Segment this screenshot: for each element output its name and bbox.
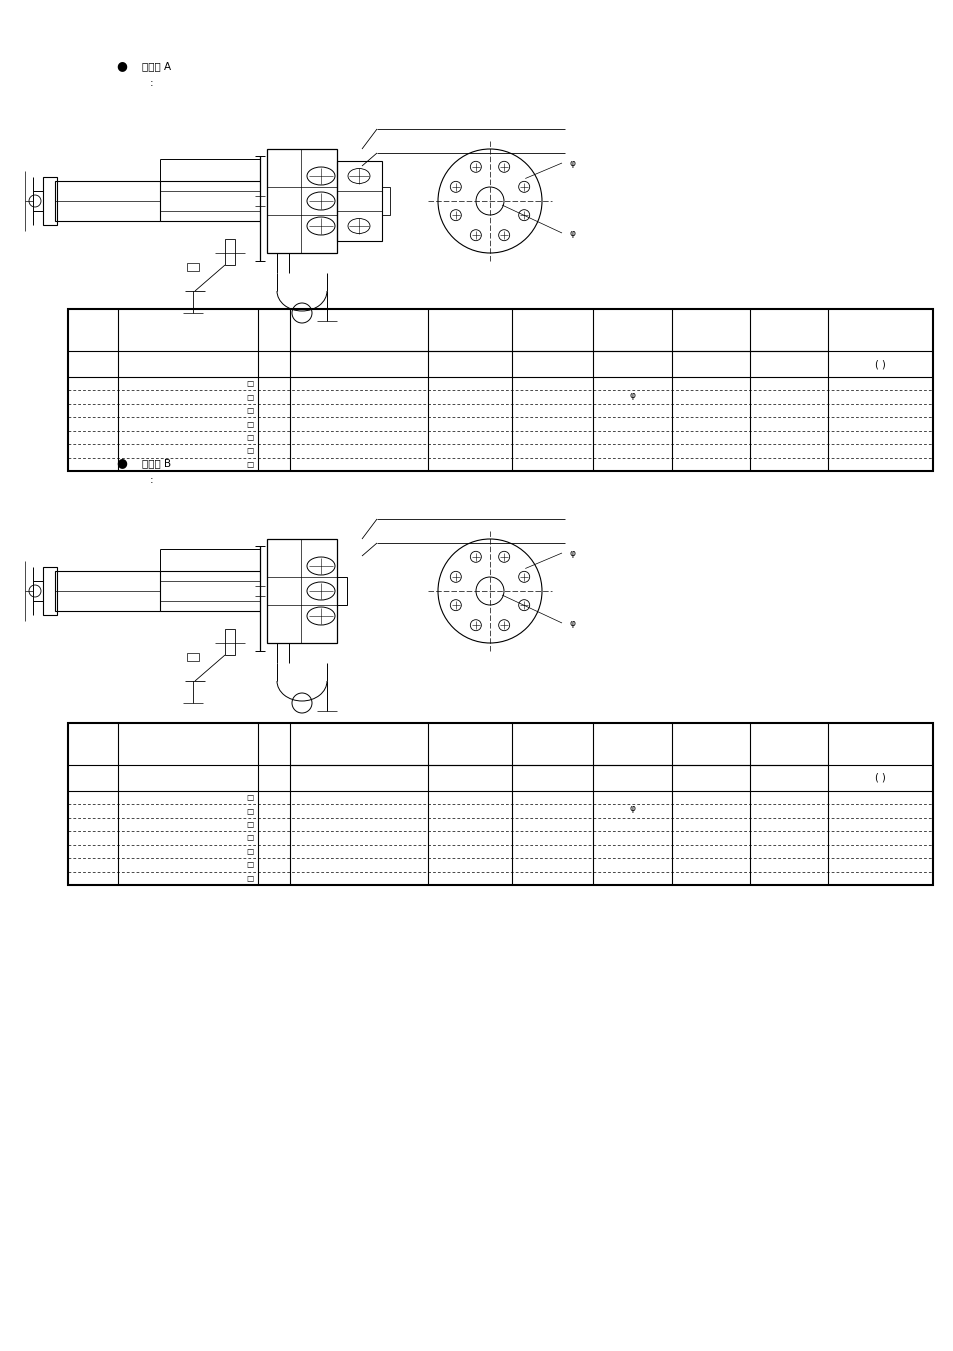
Text: 型式一 A: 型式一 A [142,61,171,72]
Text: ( ): ( ) [874,359,885,369]
Text: □: □ [246,407,253,415]
Text: □: □ [246,793,253,802]
Bar [43,567,57,615]
Bar [187,653,199,661]
Text: φ: φ [569,549,576,558]
Text: □: □ [246,420,253,428]
Text: □: □ [246,847,253,857]
Text: :: : [150,476,153,485]
Text: □: □ [246,861,253,869]
Text: □: □ [246,446,253,455]
Bar [267,149,336,253]
Text: □: □ [246,820,253,830]
Text: 型式二 B: 型式二 B [142,458,171,467]
Text: ●: ● [116,457,128,470]
Text: □: □ [246,432,253,442]
Text: φ: φ [569,228,576,238]
Bar [267,539,336,643]
Text: φ: φ [569,619,576,627]
Text: :: : [150,78,153,88]
Bar [55,571,160,611]
Text: □: □ [246,834,253,843]
Bar [68,723,932,885]
Bar [336,577,347,605]
Bar [68,309,932,471]
Text: □: □ [246,807,253,816]
Bar [187,263,199,272]
Text: □: □ [246,380,253,388]
Bar [225,239,234,265]
Text: ●: ● [116,59,128,73]
Text: φ: φ [629,804,635,813]
Bar [381,186,390,215]
Text: φ: φ [629,390,635,400]
Text: □: □ [246,393,253,401]
Bar [336,161,381,240]
Text: φ: φ [569,158,576,168]
Bar [225,630,234,655]
Text: □: □ [246,874,253,882]
Bar [43,177,57,226]
Bar [55,181,160,222]
Text: □: □ [246,459,253,469]
Text: ( ): ( ) [874,773,885,784]
